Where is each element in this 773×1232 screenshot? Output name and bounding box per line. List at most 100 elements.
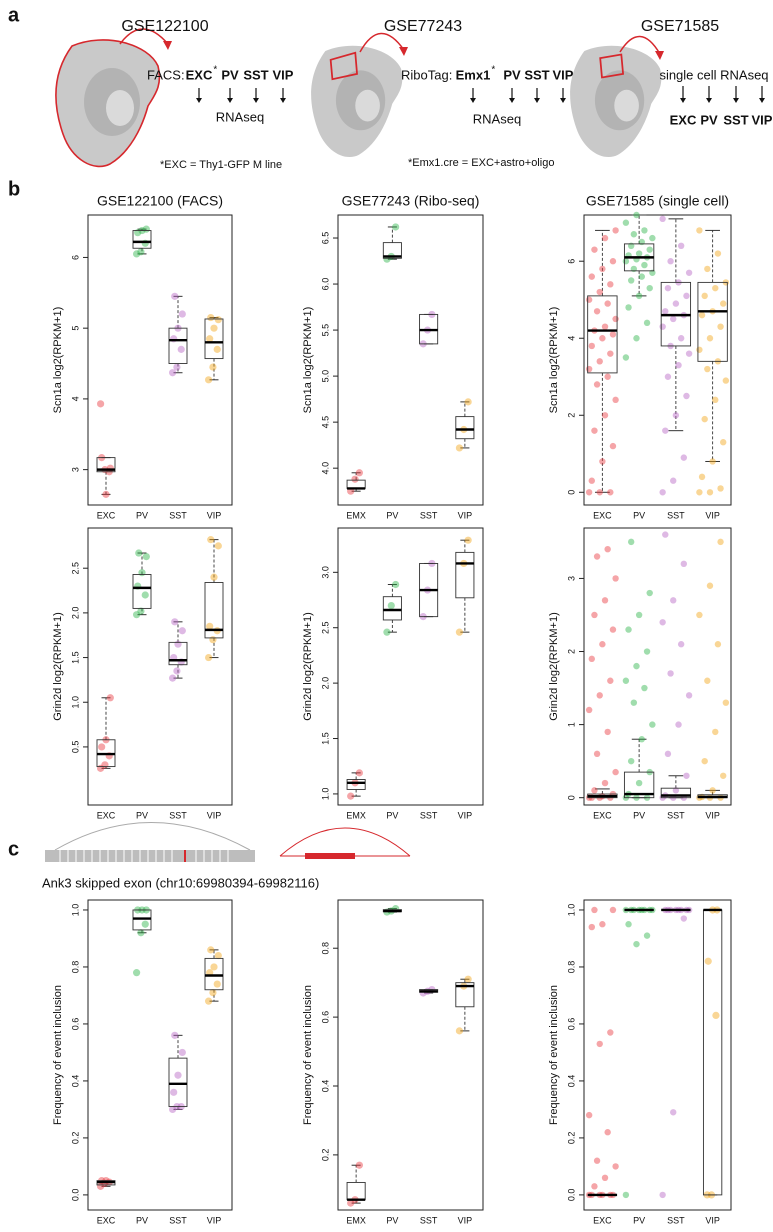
box xyxy=(455,982,475,1008)
y-tick-label: 0 xyxy=(566,490,576,495)
arrow-head xyxy=(253,98,259,103)
data-point xyxy=(607,1029,614,1036)
cell-type: PV xyxy=(700,112,718,127)
box xyxy=(168,327,188,364)
data-point xyxy=(599,641,606,648)
arrow-head xyxy=(680,98,686,103)
data-point xyxy=(672,412,680,419)
data-point xyxy=(210,573,218,581)
data-point xyxy=(720,439,727,446)
data-point xyxy=(604,300,611,307)
x-tick-label: VIP xyxy=(458,510,473,520)
data-point xyxy=(622,354,630,361)
arrow-head xyxy=(399,47,408,56)
data-point xyxy=(588,273,595,280)
data-point xyxy=(209,636,217,644)
plot-frame xyxy=(583,527,732,806)
y-tick-label: 0.2 xyxy=(70,1132,80,1145)
y-tick-label: 6 xyxy=(70,255,80,260)
y-tick-label: 0.4 xyxy=(70,1075,80,1088)
dataset-title: GSE122100 xyxy=(121,18,208,35)
data-point xyxy=(591,906,598,914)
data-point xyxy=(659,215,666,223)
data-point xyxy=(601,779,609,787)
y-tick-label: 1.0 xyxy=(320,788,330,801)
x-tick-label: PV xyxy=(633,1215,645,1225)
data-point xyxy=(701,415,708,423)
data-point xyxy=(609,442,617,450)
data-point xyxy=(720,300,727,307)
y-tick-label: 0.6 xyxy=(70,1018,80,1031)
method-label: RiboTag: xyxy=(401,67,452,82)
data-point xyxy=(630,231,638,238)
data-point xyxy=(169,369,177,377)
data-point xyxy=(171,618,179,626)
box xyxy=(382,242,402,259)
arrow-head xyxy=(163,41,172,50)
box xyxy=(702,909,723,1196)
box xyxy=(346,779,366,790)
y-tick-label: 1.5 xyxy=(70,651,80,664)
data-point xyxy=(383,628,391,636)
arrow-head xyxy=(655,51,664,60)
method-label: FACS: xyxy=(147,67,185,82)
data-point xyxy=(593,750,601,758)
data-point xyxy=(464,536,472,544)
data-point xyxy=(210,963,218,971)
data-point xyxy=(717,538,724,546)
data-point xyxy=(633,662,640,670)
data-point xyxy=(464,975,472,983)
data-point xyxy=(601,412,609,419)
data-point xyxy=(133,969,141,977)
y-tick-label: 2.0 xyxy=(70,607,80,620)
data-point xyxy=(706,335,714,342)
arrow-head xyxy=(706,98,712,103)
data-point xyxy=(593,308,601,315)
data-point xyxy=(635,250,643,257)
y-tick-label: 6.5 xyxy=(320,232,330,245)
data-point xyxy=(210,324,218,332)
cell-type: SST xyxy=(524,67,549,82)
data-point xyxy=(717,485,724,492)
y-axis-label: Frequency of event inclusion xyxy=(52,985,64,1125)
y-tick-label: 5 xyxy=(70,326,80,331)
x-tick-label: SST xyxy=(420,1215,438,1225)
plot-frame xyxy=(87,214,233,506)
data-point xyxy=(355,469,363,477)
data-point xyxy=(169,1105,177,1114)
y-tick-label: 2 xyxy=(566,413,576,418)
data-point xyxy=(170,1088,178,1096)
data-point xyxy=(591,1183,598,1190)
data-point xyxy=(664,750,672,758)
data-point xyxy=(209,989,217,997)
data-point xyxy=(712,396,719,404)
data-point xyxy=(675,361,682,369)
y-tick-label: 0.6 xyxy=(566,1018,576,1031)
x-tick-label: SST xyxy=(169,510,187,520)
y-axis-label: Scn1a log2(RPKM+1) xyxy=(548,307,560,414)
data-point xyxy=(633,211,640,219)
data-point xyxy=(677,242,685,250)
box xyxy=(587,295,618,374)
y-tick-label: 2 xyxy=(566,649,576,654)
arrow-head xyxy=(733,98,739,103)
data-point xyxy=(714,641,722,648)
data-point xyxy=(171,292,179,300)
data-point xyxy=(142,552,150,561)
x-tick-label: VIP xyxy=(207,1215,222,1225)
data-point xyxy=(588,923,595,931)
data-point xyxy=(173,667,181,675)
arrow-head xyxy=(196,98,202,103)
data-point xyxy=(601,597,609,604)
data-point xyxy=(601,323,609,330)
data-point xyxy=(205,997,213,1005)
data-point xyxy=(609,626,617,633)
data-point xyxy=(599,335,606,342)
data-point xyxy=(141,591,149,599)
box xyxy=(204,582,224,639)
data-point xyxy=(135,549,143,557)
box xyxy=(204,318,224,360)
x-tick-label: PV xyxy=(386,810,398,820)
y-tick-label: 2.5 xyxy=(70,562,80,575)
box xyxy=(168,1057,188,1108)
